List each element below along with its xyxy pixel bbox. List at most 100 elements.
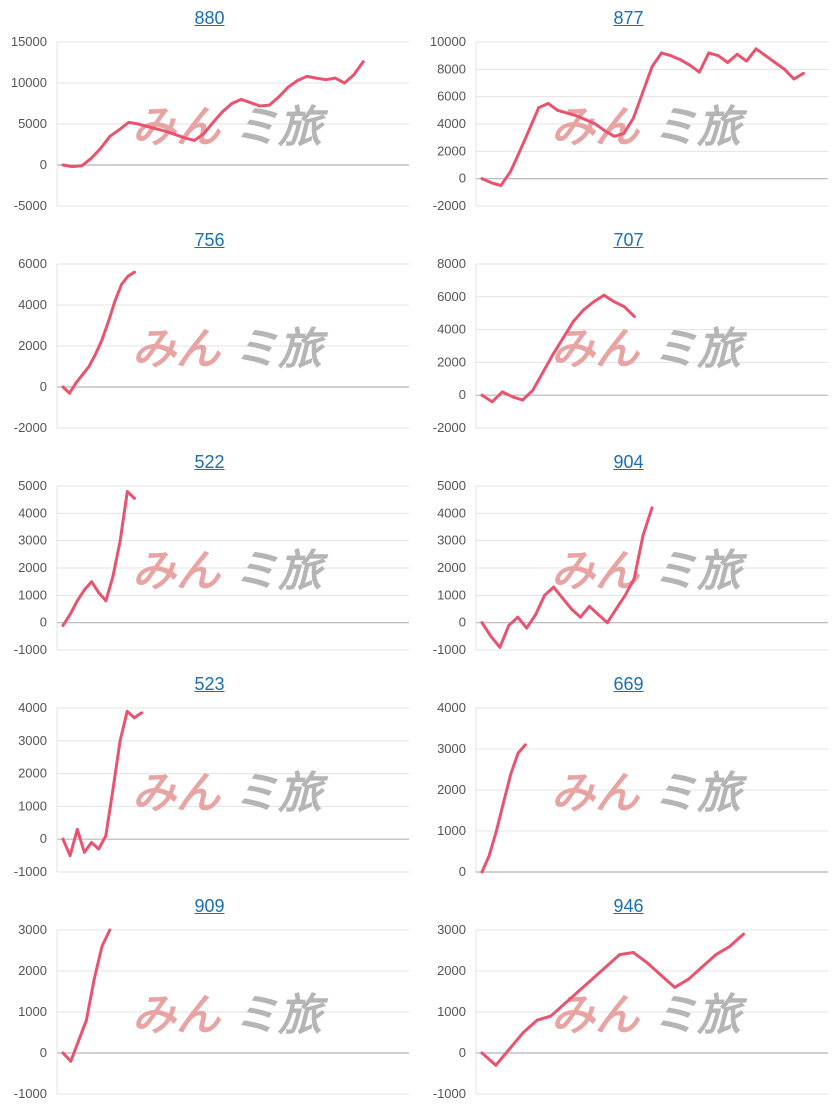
data-point (502, 800, 505, 804)
data-point (570, 607, 573, 611)
y-tick-label: -2000 (433, 420, 466, 435)
data-point (136, 122, 140, 126)
data-point (333, 76, 337, 80)
data-point (77, 1039, 80, 1043)
chart-title-link[interactable]: 909 (194, 896, 225, 916)
data-point (633, 315, 636, 318)
data-point (193, 139, 196, 142)
data-point (83, 588, 86, 592)
data-point (527, 128, 531, 131)
chart-title-link[interactable]: 904 (613, 452, 644, 472)
data-point (563, 1002, 566, 1006)
data-point (556, 108, 559, 112)
y-tick-label: -1000 (14, 1086, 47, 1101)
data-point (494, 1063, 498, 1067)
data-point (552, 585, 555, 589)
data-point (127, 121, 131, 124)
data-point (239, 98, 243, 101)
data-point (132, 716, 136, 720)
data-point (75, 599, 79, 603)
data-point (104, 599, 108, 603)
y-tick-label: 2000 (18, 338, 47, 353)
y-tick-label: 8000 (437, 61, 466, 76)
watermark-left-text: みん (551, 768, 641, 819)
data-point (572, 320, 575, 323)
y-tick-label: 0 (459, 615, 466, 630)
chart-title-link[interactable]: 756 (194, 230, 225, 250)
y-tick-label: 6000 (437, 89, 466, 104)
y-tick-label: 2000 (437, 782, 466, 797)
data-point (707, 51, 711, 55)
data-point (125, 709, 129, 713)
data-point (531, 388, 535, 392)
y-tick-label: 3000 (18, 533, 47, 548)
data-point (551, 352, 555, 356)
data-point (75, 828, 79, 831)
data-point (632, 951, 635, 954)
y-tick-label: 0 (459, 1045, 466, 1060)
data-point (80, 164, 84, 168)
chart-title-link[interactable]: 707 (613, 230, 644, 250)
y-tick-label: 15000 (11, 34, 47, 49)
data-point (535, 1018, 539, 1022)
y-tick-label: 2000 (437, 143, 466, 158)
chart-panel-904: 904 -1000 0 1000 2000 3000 4000 5000 みん ミ旅 (419, 444, 838, 666)
data-point (507, 624, 511, 627)
data-point (90, 580, 93, 584)
data-point (490, 400, 494, 404)
data-point (126, 274, 130, 278)
chart-panel-522: 522 -1000 0 1000 2000 3000 4000 5000 みん ミ旅 (0, 444, 419, 666)
y-tick-label: 2000 (18, 766, 47, 781)
data-point (202, 132, 206, 136)
data-point (133, 496, 136, 500)
data-point (125, 490, 129, 493)
y-tick-label: -1000 (433, 1086, 466, 1101)
data-point (687, 977, 690, 981)
data-point (490, 181, 493, 185)
data-point (645, 961, 649, 965)
data-point (754, 47, 758, 51)
chart-title-link[interactable]: 946 (613, 896, 644, 916)
data-point (650, 506, 654, 510)
y-tick-label: -1000 (433, 642, 466, 657)
data-point (543, 593, 546, 597)
watermark-logo: みん ミ旅 (551, 324, 748, 375)
data-point (480, 393, 484, 397)
chart-title-link[interactable]: 880 (194, 8, 225, 28)
data-point (104, 834, 108, 838)
chart-title-link[interactable]: 669 (613, 674, 644, 694)
y-tick-label: 0 (40, 615, 47, 630)
y-tick-label: 0 (40, 831, 47, 846)
chart-title-link[interactable]: 522 (194, 452, 225, 472)
chart-panel-707: 707 -2000 0 2000 4000 6000 8000 みん ミ旅 (419, 222, 838, 444)
chart-title-link[interactable]: 523 (194, 674, 225, 694)
data-point (612, 134, 616, 138)
y-tick-label: -2000 (433, 198, 466, 213)
y-tick-label: -1000 (14, 864, 47, 879)
data-point (509, 170, 512, 174)
data-point (277, 95, 281, 99)
data-point (107, 320, 110, 323)
data-point (631, 117, 635, 120)
chart-title-link[interactable]: 877 (613, 8, 644, 28)
y-tick-label: 5000 (18, 478, 47, 493)
watermark-right-text: ミ旅 (653, 546, 748, 597)
data-point (100, 338, 104, 342)
data-point (361, 60, 365, 64)
watermark-logo: みん ミ旅 (551, 768, 748, 819)
watermark-logo: みん ミ旅 (551, 546, 748, 597)
data-point (117, 128, 121, 132)
line-chart: -5000 0 5000 10000 15000 みん ミ旅 (11, 34, 409, 213)
data-point (174, 133, 178, 137)
data-point (745, 59, 748, 63)
y-tick-label: 6000 (18, 256, 47, 271)
y-tick-label: 0 (40, 379, 47, 394)
data-point (521, 1031, 525, 1034)
data-point (120, 283, 123, 286)
series-line (480, 506, 654, 649)
watermark-right-text: ミ旅 (653, 102, 748, 153)
y-tick-label: 2000 (18, 560, 47, 575)
data-point (61, 163, 65, 167)
data-point (85, 1018, 88, 1022)
data-point (592, 300, 596, 304)
